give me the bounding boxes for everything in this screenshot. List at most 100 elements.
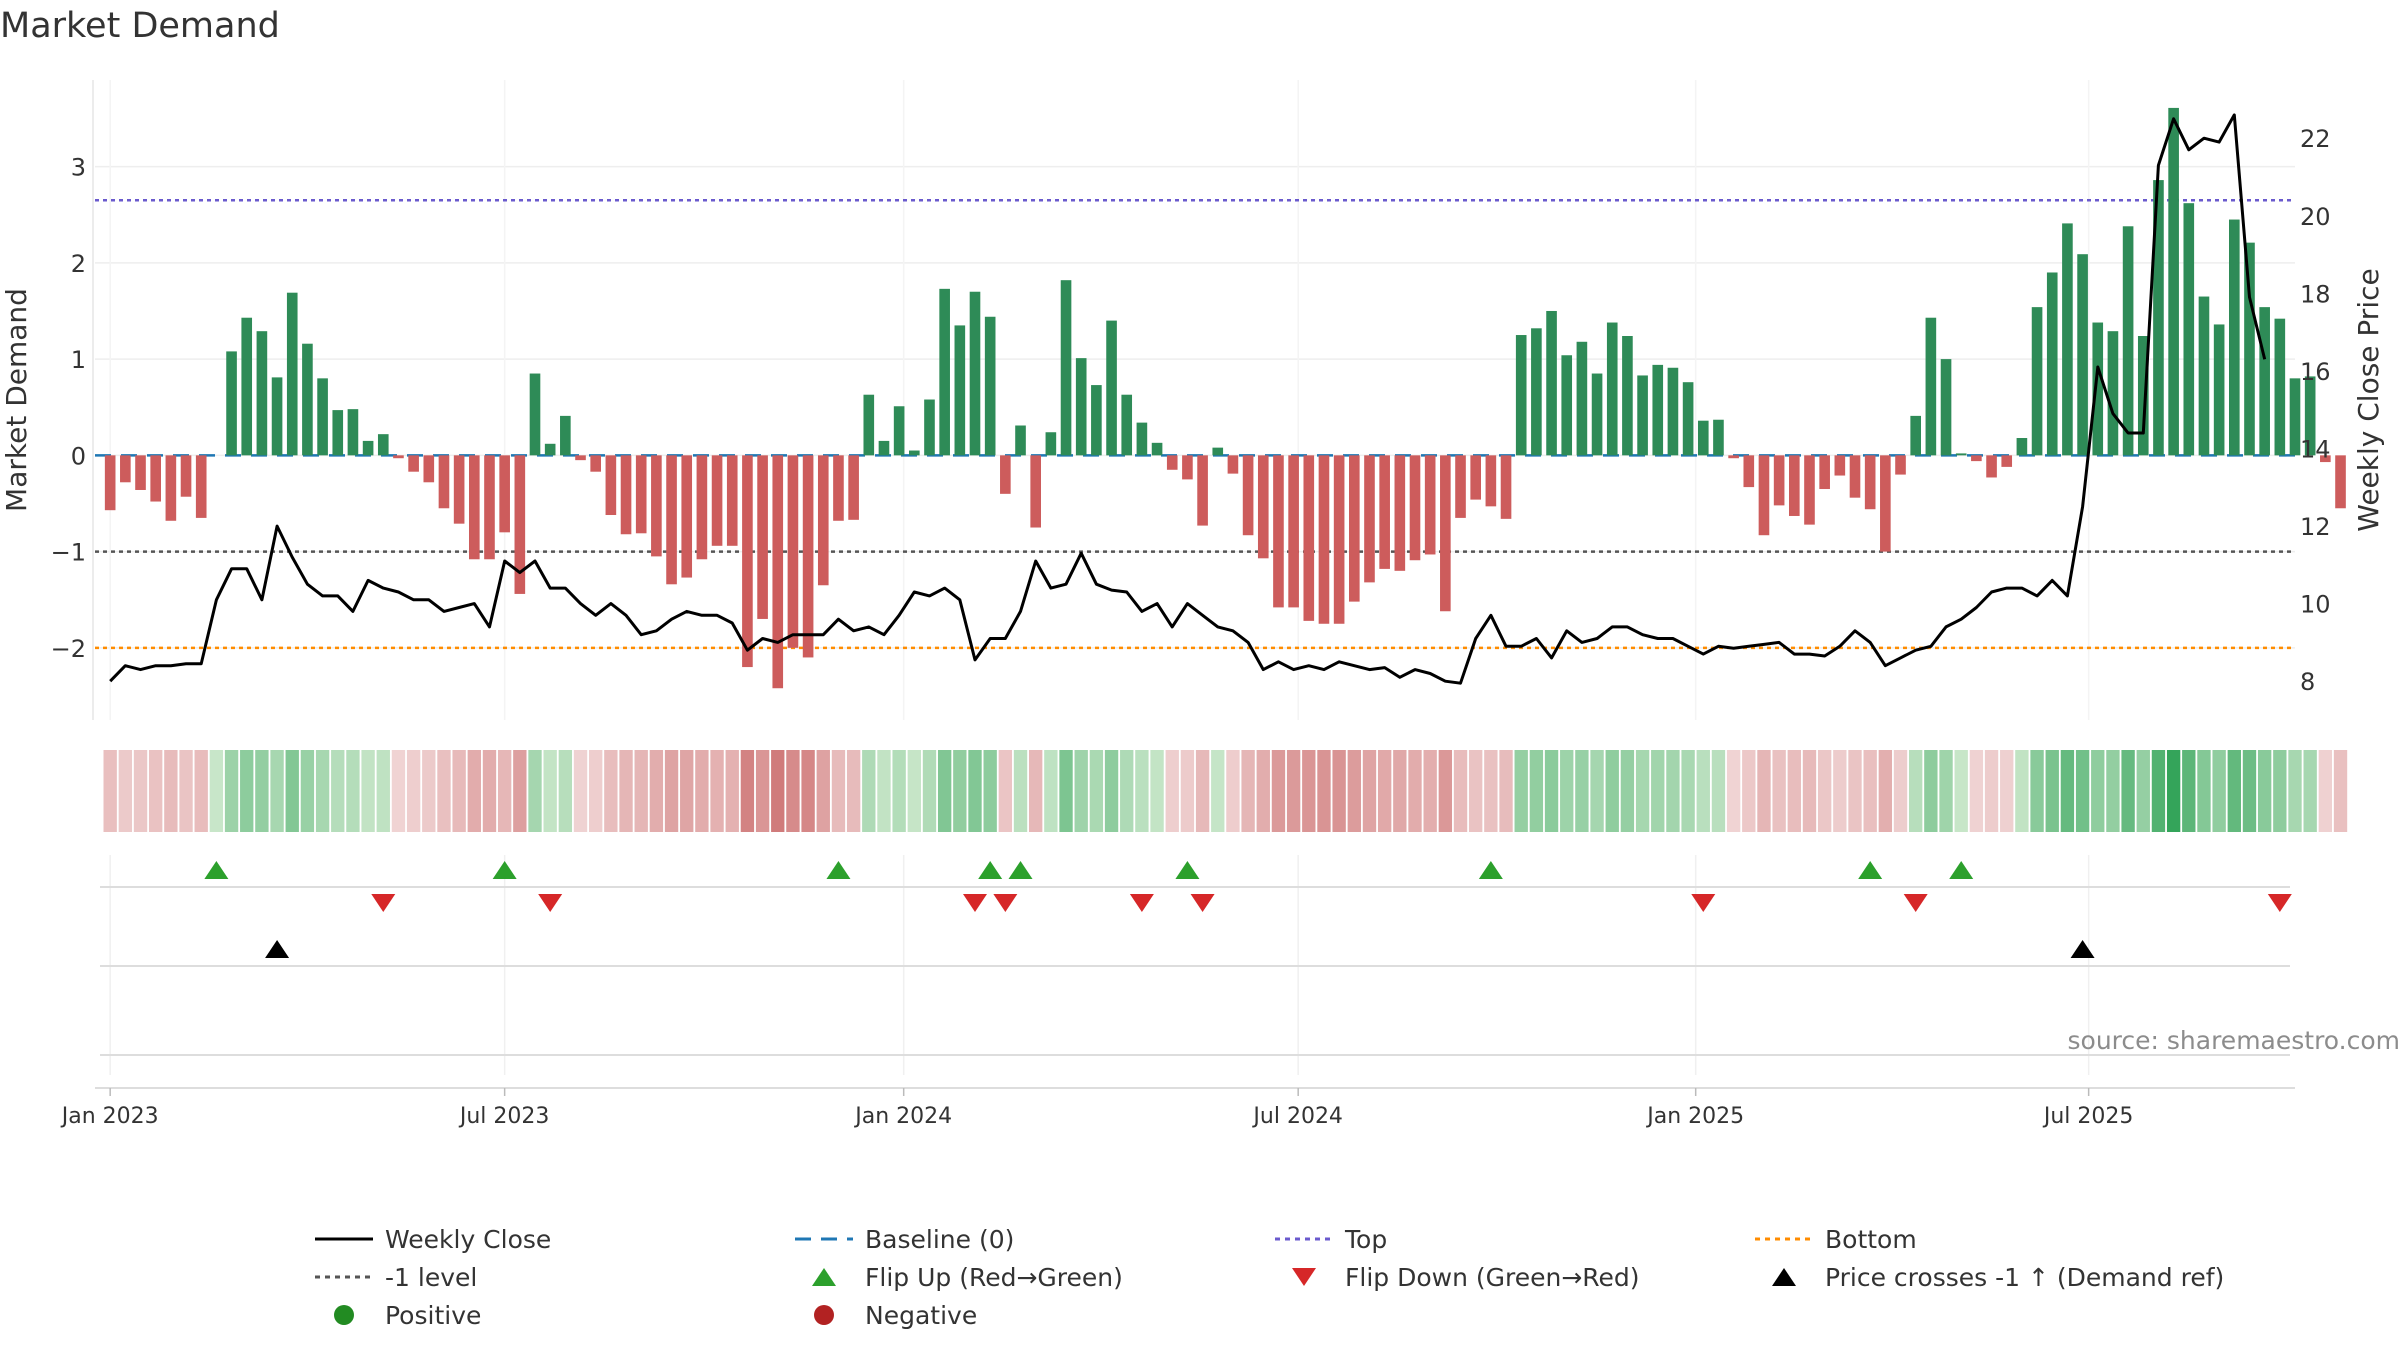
positive-bar [1060, 280, 1072, 456]
positive-bar [939, 288, 950, 456]
heat-cell [573, 750, 588, 832]
negative-bar [514, 455, 526, 594]
legend-label: Flip Down (Green→Red) [1345, 1263, 1640, 1292]
negative-bar [1895, 455, 1906, 475]
heat-cell [1863, 750, 1877, 832]
negative-bar [681, 455, 693, 578]
positive-bar [2183, 203, 2195, 456]
negative-bar [2335, 455, 2346, 509]
legend-swatch [814, 1305, 834, 1325]
negative-bar [605, 455, 617, 516]
heat-cell [1529, 750, 1544, 832]
flip-down-marker [963, 894, 987, 912]
positive-bar [1106, 320, 1117, 456]
heat-cell [1635, 750, 1650, 832]
negative-bar [1773, 455, 1785, 506]
positive-bar [1910, 415, 1921, 456]
positive-bar [1925, 317, 1937, 456]
heat-cell [467, 750, 481, 832]
heat-cell [1044, 750, 1058, 832]
heat-cell [1802, 750, 1817, 832]
heat-cell [695, 750, 709, 832]
flip-up-marker [1858, 861, 1883, 879]
heat-cell [1833, 750, 1847, 832]
positive-bar [256, 331, 268, 456]
heat-cell [2136, 750, 2150, 832]
positive-bar [2062, 223, 2073, 456]
positive-bar [909, 450, 920, 456]
positive-bar [2244, 242, 2255, 456]
legend-swatch [812, 1268, 836, 1286]
negative-bar [666, 455, 677, 585]
left-tick-label: −1 [51, 539, 86, 567]
negative-bar [590, 455, 601, 472]
heat-cell [2075, 750, 2090, 832]
heat-cell [1924, 750, 1938, 832]
positive-bar [286, 292, 298, 456]
negative-bar [469, 455, 480, 560]
heat-cell [1560, 750, 1574, 832]
legend-label: Weekly Close [385, 1225, 551, 1254]
negative-bar [1500, 455, 1512, 519]
positive-bar [544, 443, 556, 456]
heat-cell [664, 750, 679, 832]
flip-up-marker [492, 861, 517, 879]
negative-bar [1333, 455, 1345, 624]
heat-cell [1362, 750, 1377, 832]
heat-cell [224, 750, 239, 832]
heat-cell [2060, 750, 2075, 832]
negative-bar [1789, 455, 1800, 516]
x-tick-label: Jan 2024 [853, 1104, 952, 1129]
heat-cell [1984, 750, 1999, 832]
heat-cell [649, 750, 664, 832]
heat-cell [1013, 750, 1028, 832]
x-tick-label: Jul 2023 [458, 1104, 550, 1129]
heat-cell [513, 750, 527, 832]
heat-cell [1256, 750, 1270, 832]
heat-cell [2121, 750, 2135, 832]
negative-bar [499, 455, 510, 533]
demand-heat-strip [103, 750, 2348, 832]
negative-bar [1303, 455, 1315, 621]
legend-item: Bottom [1755, 1225, 1917, 1254]
positive-bar [332, 410, 344, 456]
legend-item: Negative [814, 1301, 977, 1330]
negative-bar [1349, 455, 1360, 602]
heat-cell [1423, 750, 1437, 832]
heat-cell [710, 750, 724, 832]
positive-bar [878, 440, 890, 456]
right-tick-label: 18 [2300, 280, 2331, 308]
negative-bar [696, 455, 708, 560]
heat-cell [164, 750, 178, 832]
heat-cell [877, 750, 891, 832]
heat-cell [1772, 750, 1786, 832]
negative-bar [135, 455, 146, 490]
negative-bar [195, 455, 207, 518]
positive-bar [1697, 420, 1709, 456]
heat-cell [2166, 750, 2181, 832]
heat-cell [437, 750, 451, 832]
negative-bar [787, 455, 799, 648]
legend-swatch [334, 1305, 354, 1325]
negative-bar [1758, 455, 1770, 536]
positive-bar [1136, 422, 1148, 456]
negative-bar [1819, 455, 1830, 490]
positive-bar [2107, 331, 2119, 456]
negative-bar [1804, 455, 1815, 525]
positive-bar [1015, 425, 1026, 456]
heat-cell [209, 750, 224, 832]
right-tick-label: 16 [2300, 358, 2331, 386]
heat-cell [1817, 750, 1832, 832]
negative-bar [1197, 455, 1208, 526]
heat-cell [118, 750, 133, 832]
legend-label: Positive [385, 1301, 481, 1330]
positive-bar [241, 317, 253, 456]
legend-item: Flip Down (Green→Red) [1292, 1263, 1640, 1292]
heat-cell [846, 750, 861, 832]
heat-cell [2151, 750, 2166, 832]
flip-up-marker [1175, 861, 1200, 879]
positive-bar [2168, 107, 2179, 456]
legend-label: Flip Up (Red→Green) [865, 1263, 1123, 1292]
heat-cell [1302, 750, 1316, 832]
